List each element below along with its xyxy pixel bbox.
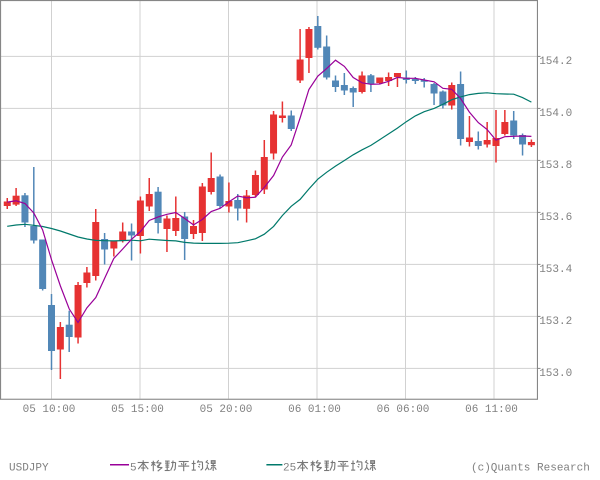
- svg-text:05 20:00: 05 20:00: [200, 404, 253, 416]
- svg-text:06 06:00: 06 06:00: [377, 404, 430, 416]
- svg-text:153.8: 153.8: [539, 160, 572, 172]
- svg-text:154.2: 154.2: [539, 56, 572, 68]
- svg-text:5: 5: [130, 463, 137, 475]
- svg-text:05 15:00: 05 15:00: [111, 404, 164, 416]
- svg-text:25: 25: [283, 463, 296, 475]
- svg-text:05 10:00: 05 10:00: [23, 404, 76, 416]
- svg-text:153.6: 153.6: [539, 212, 572, 224]
- svg-text:153.2: 153.2: [539, 316, 572, 328]
- svg-text:USDJPY: USDJPY: [9, 463, 49, 475]
- svg-text:(c)Quants Research: (c)Quants Research: [471, 463, 590, 475]
- svg-text:06 01:00: 06 01:00: [288, 404, 341, 416]
- svg-text:154.0: 154.0: [539, 108, 572, 120]
- svg-text:153.4: 153.4: [539, 264, 572, 276]
- svg-text:153.0: 153.0: [539, 368, 572, 380]
- svg-text:06 11:00: 06 11:00: [465, 404, 518, 416]
